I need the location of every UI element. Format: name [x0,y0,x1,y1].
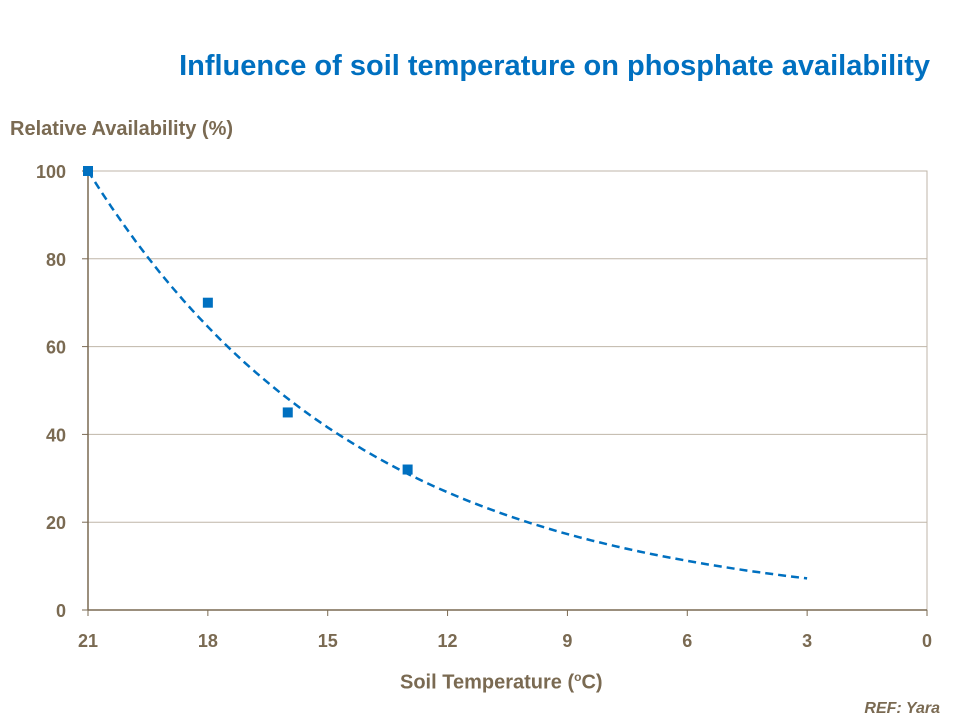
x-tick-label: 15 [318,631,338,651]
y-tick-label: 80 [46,250,66,270]
x-tick-label: 0 [922,631,932,651]
data-point [402,464,413,475]
x-axis-label-main: Soil Temperature ( [400,671,575,694]
y-axis-label: Relative Availability (%) [10,118,234,140]
y-tick-label: 60 [46,338,66,358]
trendline [86,170,808,580]
reference-note: REF: Yara [864,700,940,717]
data-point [83,166,93,176]
y-tick-label: 100 [36,162,66,182]
plot-border [87,170,928,611]
x-tick-label: 6 [682,631,692,651]
data-point [202,297,213,308]
chart-title: Influence of soil temperature on phospha… [179,50,930,82]
x-tick-label: 18 [198,631,218,651]
data-point [282,407,293,418]
x-tick-label: 12 [438,631,458,651]
x-tick-label: 3 [802,631,812,651]
y-tick-label: 0 [56,601,66,621]
x-axis-label-sup: o [574,670,582,684]
x-axis-label-tail: C) [581,671,603,694]
y-tick-label: 20 [46,513,66,533]
y-tick-label: 40 [46,425,66,445]
x-axis-label: Soil Temperature (oC) [400,670,603,695]
x-tick-label: 21 [78,631,98,651]
x-tick-label: 9 [562,631,572,651]
